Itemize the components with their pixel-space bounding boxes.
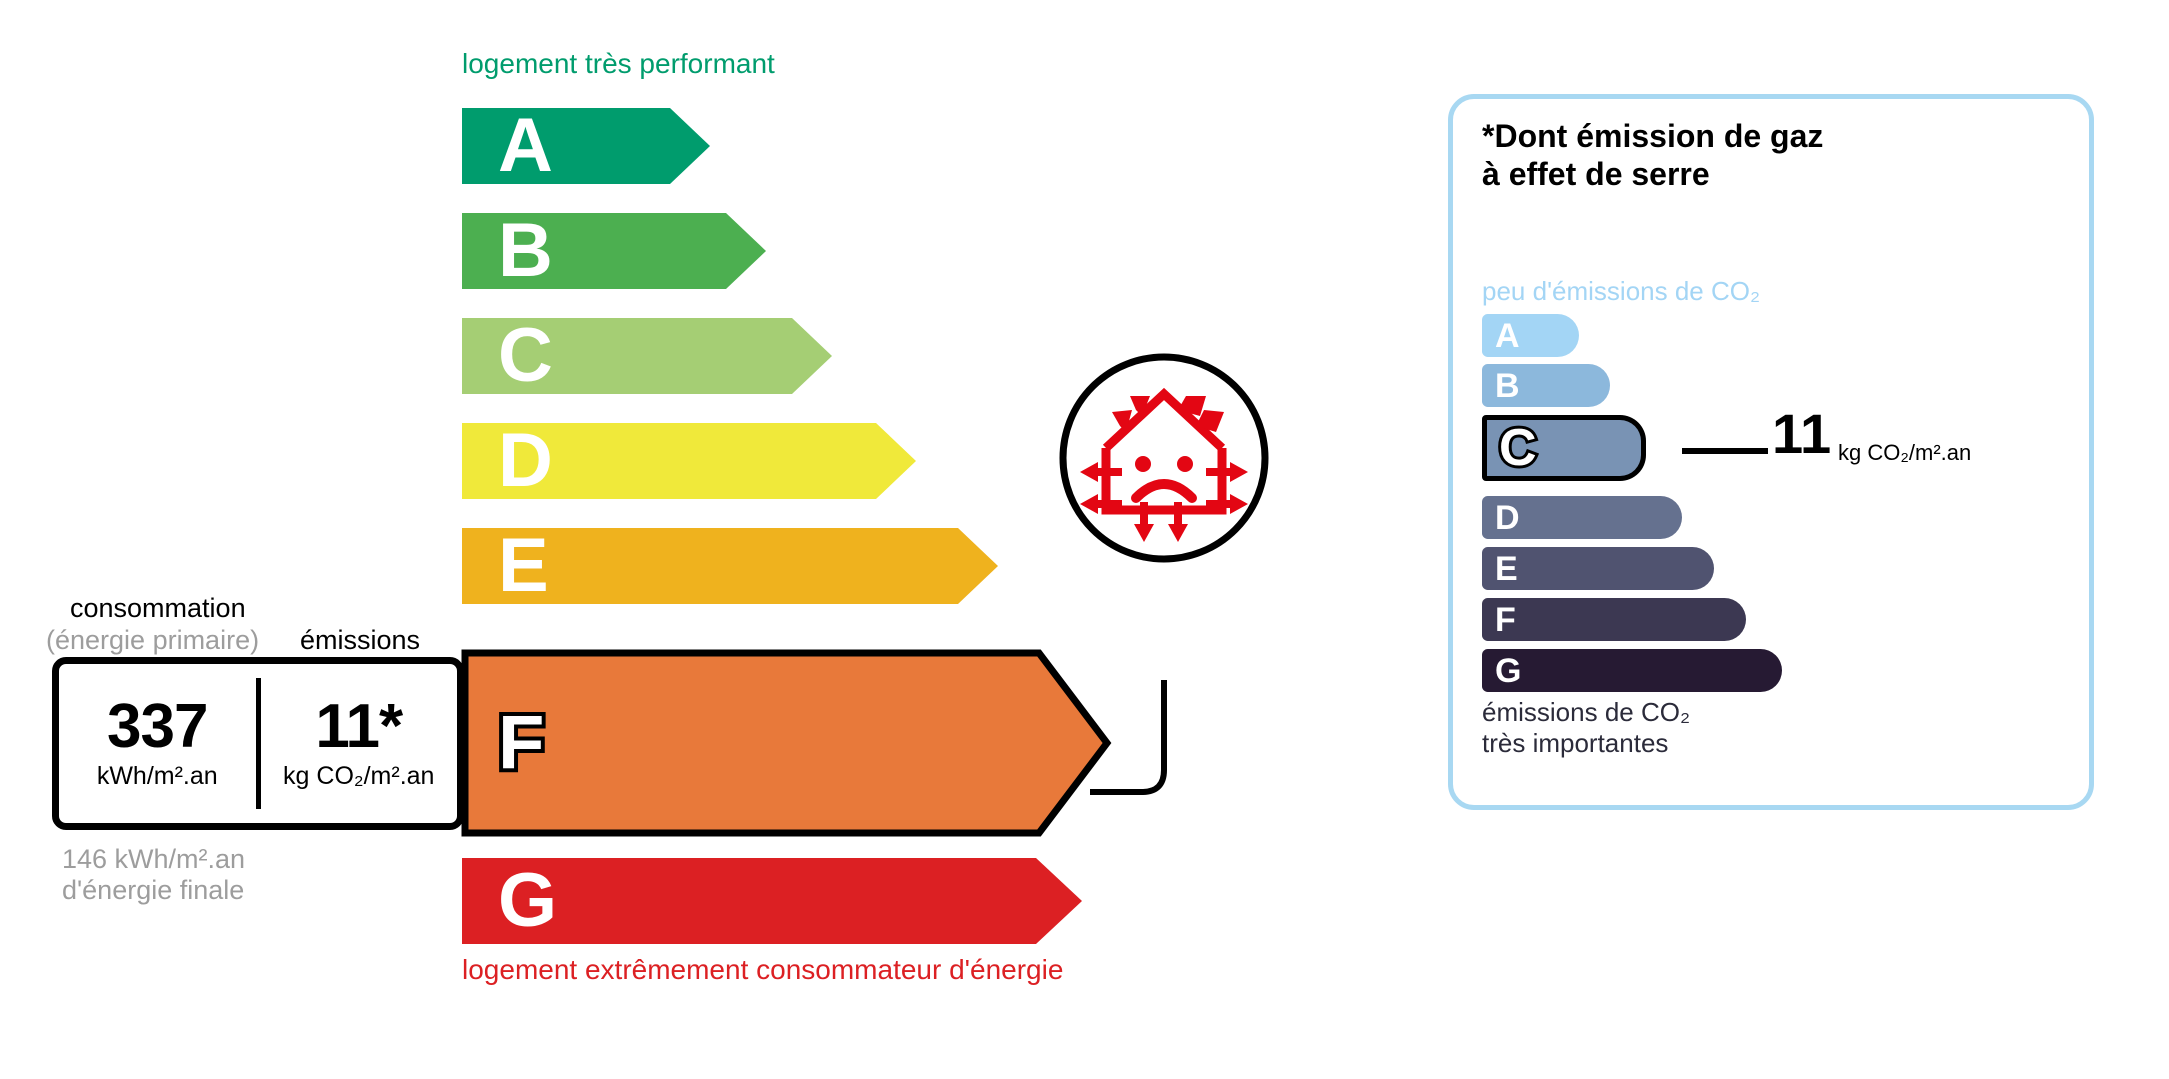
consumption-sub-label: (énergie primaire)	[46, 625, 260, 655]
co2-bar-a-letter: A	[1495, 316, 1520, 355]
co2-value: 11	[1772, 402, 1832, 465]
sad-house-heat-loss-icon	[1058, 352, 1270, 564]
energy-bar-f-current: F	[461, 649, 1122, 837]
energy-bar-e: E	[462, 528, 1022, 604]
energy-bar-b: B	[462, 213, 782, 289]
co2-bar-f: F	[1482, 598, 1746, 641]
consumption-value-unit: kWh/m².an	[96, 762, 218, 790]
emissions-value-cell: 11* kg CO₂/m².an	[261, 664, 458, 823]
energy-chart-top-label: logement très performant	[462, 48, 775, 79]
energy-bar-c-letter: C	[498, 313, 553, 398]
energy-bar-e-letter: E	[498, 523, 549, 608]
energy-bar-g: G	[462, 858, 1122, 944]
co2-value-leader-line	[1682, 448, 1768, 454]
co2-bar-d-letter: D	[1495, 498, 1520, 537]
emissions-label: émissions	[300, 625, 421, 655]
co2-top-label: peu d'émissions de CO₂	[1482, 276, 1761, 306]
emissions-value: 11*	[315, 692, 403, 761]
co2-bottom-label-line1: émissions de CO₂	[1482, 697, 1691, 727]
co2-bar-a: A	[1482, 314, 1579, 357]
co2-bar-c-letter: C	[1496, 419, 1539, 477]
consumption-value: 337	[107, 692, 208, 761]
energy-bar-c: C	[462, 318, 862, 394]
energy-chart-bottom-label: logement extrêmement consommateur d'éner…	[462, 954, 1064, 985]
energy-bar-g-letter: G	[498, 858, 558, 943]
co2-bar-d: D	[1482, 496, 1682, 539]
final-energy-label: d'énergie finale	[62, 875, 245, 905]
energy-bar-d-letter: D	[498, 418, 553, 503]
consumption-label: consommation	[70, 593, 246, 623]
co2-bar-b: B	[1482, 364, 1610, 407]
consumption-value-cell: 337 kWh/m².an	[59, 664, 256, 823]
co2-bar-f-letter: F	[1495, 600, 1516, 639]
value-box-divider	[255, 678, 261, 809]
badge-connector-line	[1090, 680, 1270, 805]
co2-bar-g: G	[1482, 649, 1782, 692]
emissions-value-unit: kg CO₂/m².an	[283, 762, 435, 790]
co2-value-unit: kg CO₂/m².an	[1838, 440, 1972, 465]
energy-bar-a-letter: A	[498, 103, 553, 188]
co2-bar-c-current: C	[1482, 415, 1646, 481]
co2-panel-title: *Dont émission de gaz à effet de serre	[1482, 118, 1823, 194]
value-summary-box: 337 kWh/m².an 11* kg CO₂/m².an	[52, 657, 464, 830]
energy-bar-b-letter: B	[498, 208, 553, 293]
co2-bottom-label-line2: très importantes	[1482, 728, 1669, 759]
final-energy-value: 146 kWh/m².an	[62, 844, 246, 874]
energy-bar-f-letter: F	[494, 700, 549, 785]
energy-bar-a: A	[462, 108, 722, 184]
co2-bar-g-letter: G	[1495, 651, 1522, 690]
co2-bottom-label: émissions de CO₂ très importantes	[1482, 697, 1690, 759]
energy-bar-d: D	[462, 423, 942, 499]
co2-bar-e-letter: E	[1495, 549, 1518, 588]
co2-bar-b-letter: B	[1495, 366, 1520, 405]
co2-bar-e: E	[1482, 547, 1714, 590]
co2-panel-title-line2: à effet de serre	[1482, 155, 1710, 192]
co2-panel-title-line1: *Dont émission de gaz	[1482, 118, 1824, 154]
